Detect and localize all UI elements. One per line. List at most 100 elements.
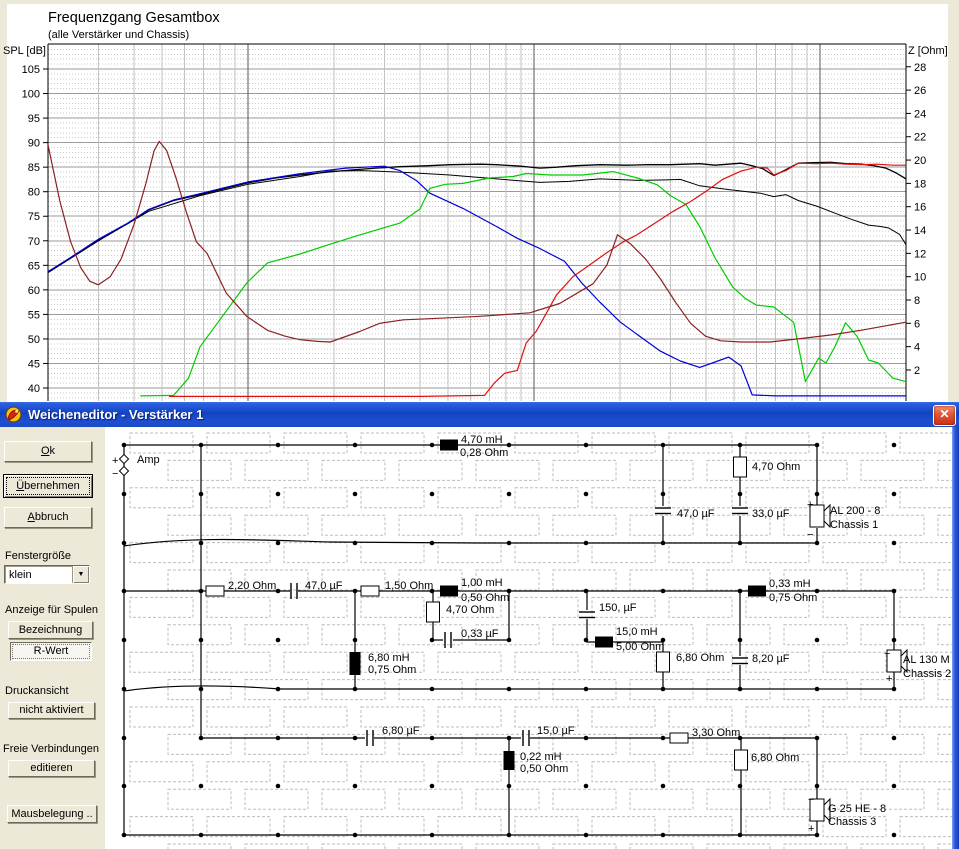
grid-node <box>660 588 666 594</box>
speaker <box>809 797 831 823</box>
frequency-response-chart: 1051009590858075706560555045402826242220… <box>3 10 948 401</box>
placement-slot <box>706 514 771 536</box>
placement-slot <box>360 596 425 618</box>
placement-slot <box>822 432 887 454</box>
print-view-button[interactable]: nicht aktiviert <box>8 702 95 719</box>
placement-slot <box>514 432 579 454</box>
grid-node <box>660 637 666 643</box>
grid-node <box>429 783 435 789</box>
designation-button[interactable]: Bezeichnung <box>8 621 93 639</box>
grid-node <box>506 832 512 838</box>
window-size-select[interactable]: klein ▼ <box>4 565 90 584</box>
resistor <box>426 601 440 623</box>
capacitor <box>444 632 452 648</box>
placement-slot <box>167 788 232 810</box>
component-label: 6,80 Ohm <box>751 752 799 764</box>
r-value-button[interactable]: R-Wert <box>10 642 92 661</box>
capacitor <box>522 730 530 746</box>
grid-node <box>121 540 127 546</box>
placement-slot <box>321 624 386 646</box>
placement-slot <box>244 514 309 536</box>
placement-slot <box>745 761 810 783</box>
grid-node <box>352 540 358 546</box>
grid-node <box>814 686 820 692</box>
grid-node <box>429 686 435 692</box>
placement-slot <box>244 843 309 849</box>
grid-node <box>429 491 435 497</box>
placement-slot <box>129 596 194 618</box>
z-tick-label: 4 <box>914 342 920 354</box>
cancel-button[interactable]: Abbruch <box>4 507 92 528</box>
schematic-text: + <box>112 455 118 467</box>
component-label: 47,0 µF <box>305 580 343 592</box>
placement-slot <box>244 459 309 481</box>
component-label: 0,50 Ohm <box>461 592 509 604</box>
grid-node <box>121 442 127 448</box>
window-size-label: Fenstergröße <box>5 550 72 562</box>
amp-terminal <box>118 453 130 465</box>
grid-node <box>506 686 512 692</box>
grid-node <box>583 783 589 789</box>
series-spl_gesamt_schwarz <box>48 161 906 273</box>
grid-node <box>891 686 897 692</box>
grid-node <box>429 442 435 448</box>
grid-node <box>506 735 512 741</box>
placement-slot <box>552 843 617 849</box>
placement-slot <box>745 596 810 618</box>
placement-slot <box>899 706 952 728</box>
grid-node <box>814 540 820 546</box>
placement-slot <box>822 816 887 838</box>
capacitor <box>655 507 671 515</box>
spl-tick-label: 55 <box>28 309 40 321</box>
placement-slot <box>167 624 232 646</box>
placement-slot <box>937 569 952 591</box>
component-label: 0,75 Ohm <box>368 664 416 676</box>
placement-slot <box>514 487 579 509</box>
placement-slot <box>552 569 617 591</box>
grid-node <box>275 832 281 838</box>
capacitor <box>579 611 595 619</box>
resistor <box>205 585 225 597</box>
placement-slot <box>206 706 271 728</box>
placement-slot <box>398 514 463 536</box>
spl-tick-label: 75 <box>28 211 40 223</box>
inductor <box>349 652 361 675</box>
component-label: 2,20 Ohm <box>228 580 276 592</box>
window-size-value: klein <box>9 568 32 581</box>
placement-slot <box>129 816 194 838</box>
wire <box>123 685 894 692</box>
component-label: 0,22 mH <box>520 751 562 763</box>
placement-slot <box>591 761 656 783</box>
crossover-schematic[interactable]: 4,70 mH 0,28 Ohm 47,0 µF 4,70 Ohm 33,0 µF AL … <box>105 427 952 849</box>
z-tick-label: 22 <box>914 132 926 144</box>
placement-slot <box>860 788 925 810</box>
component-label: Chassis 2 <box>903 668 951 680</box>
grid-node <box>583 491 589 497</box>
edit-connections-button[interactable]: editieren <box>8 760 95 777</box>
grid-node <box>352 442 358 448</box>
placement-slot <box>398 459 463 481</box>
schematic-canvas[interactable]: 4,70 mH0,28 Ohm 47,0 µF 4,70 Ohm 33,0 µF AL … <box>105 427 952 849</box>
z-tick-label: 6 <box>914 318 920 330</box>
spl-tick-label: 105 <box>22 64 40 76</box>
grid-node <box>891 735 897 741</box>
dropdown-arrow-icon[interactable]: ▼ <box>72 566 89 583</box>
placement-slot <box>283 651 348 673</box>
grid-node <box>506 783 512 789</box>
ok-button[interactable]: Ok <box>4 441 92 462</box>
placement-slot <box>206 487 271 509</box>
z-tick-label: 26 <box>914 85 926 97</box>
close-button[interactable]: ✕ <box>933 405 956 426</box>
mouse-mapping-button[interactable]: Mausbelegung .. <box>7 805 97 823</box>
placement-slot <box>475 843 540 849</box>
window-titlebar[interactable]: Weicheneditor - Verstärker 1 ✕ <box>0 402 959 427</box>
placement-slot <box>514 651 579 673</box>
placement-slot <box>167 569 232 591</box>
placement-slot <box>860 459 925 481</box>
grid-node <box>737 686 743 692</box>
capacitor <box>732 657 748 665</box>
component-label: 0,33 µF <box>461 628 499 640</box>
apply-button[interactable]: Übernehmen <box>3 474 93 498</box>
grid-node <box>275 540 281 546</box>
grid-node <box>583 832 589 838</box>
